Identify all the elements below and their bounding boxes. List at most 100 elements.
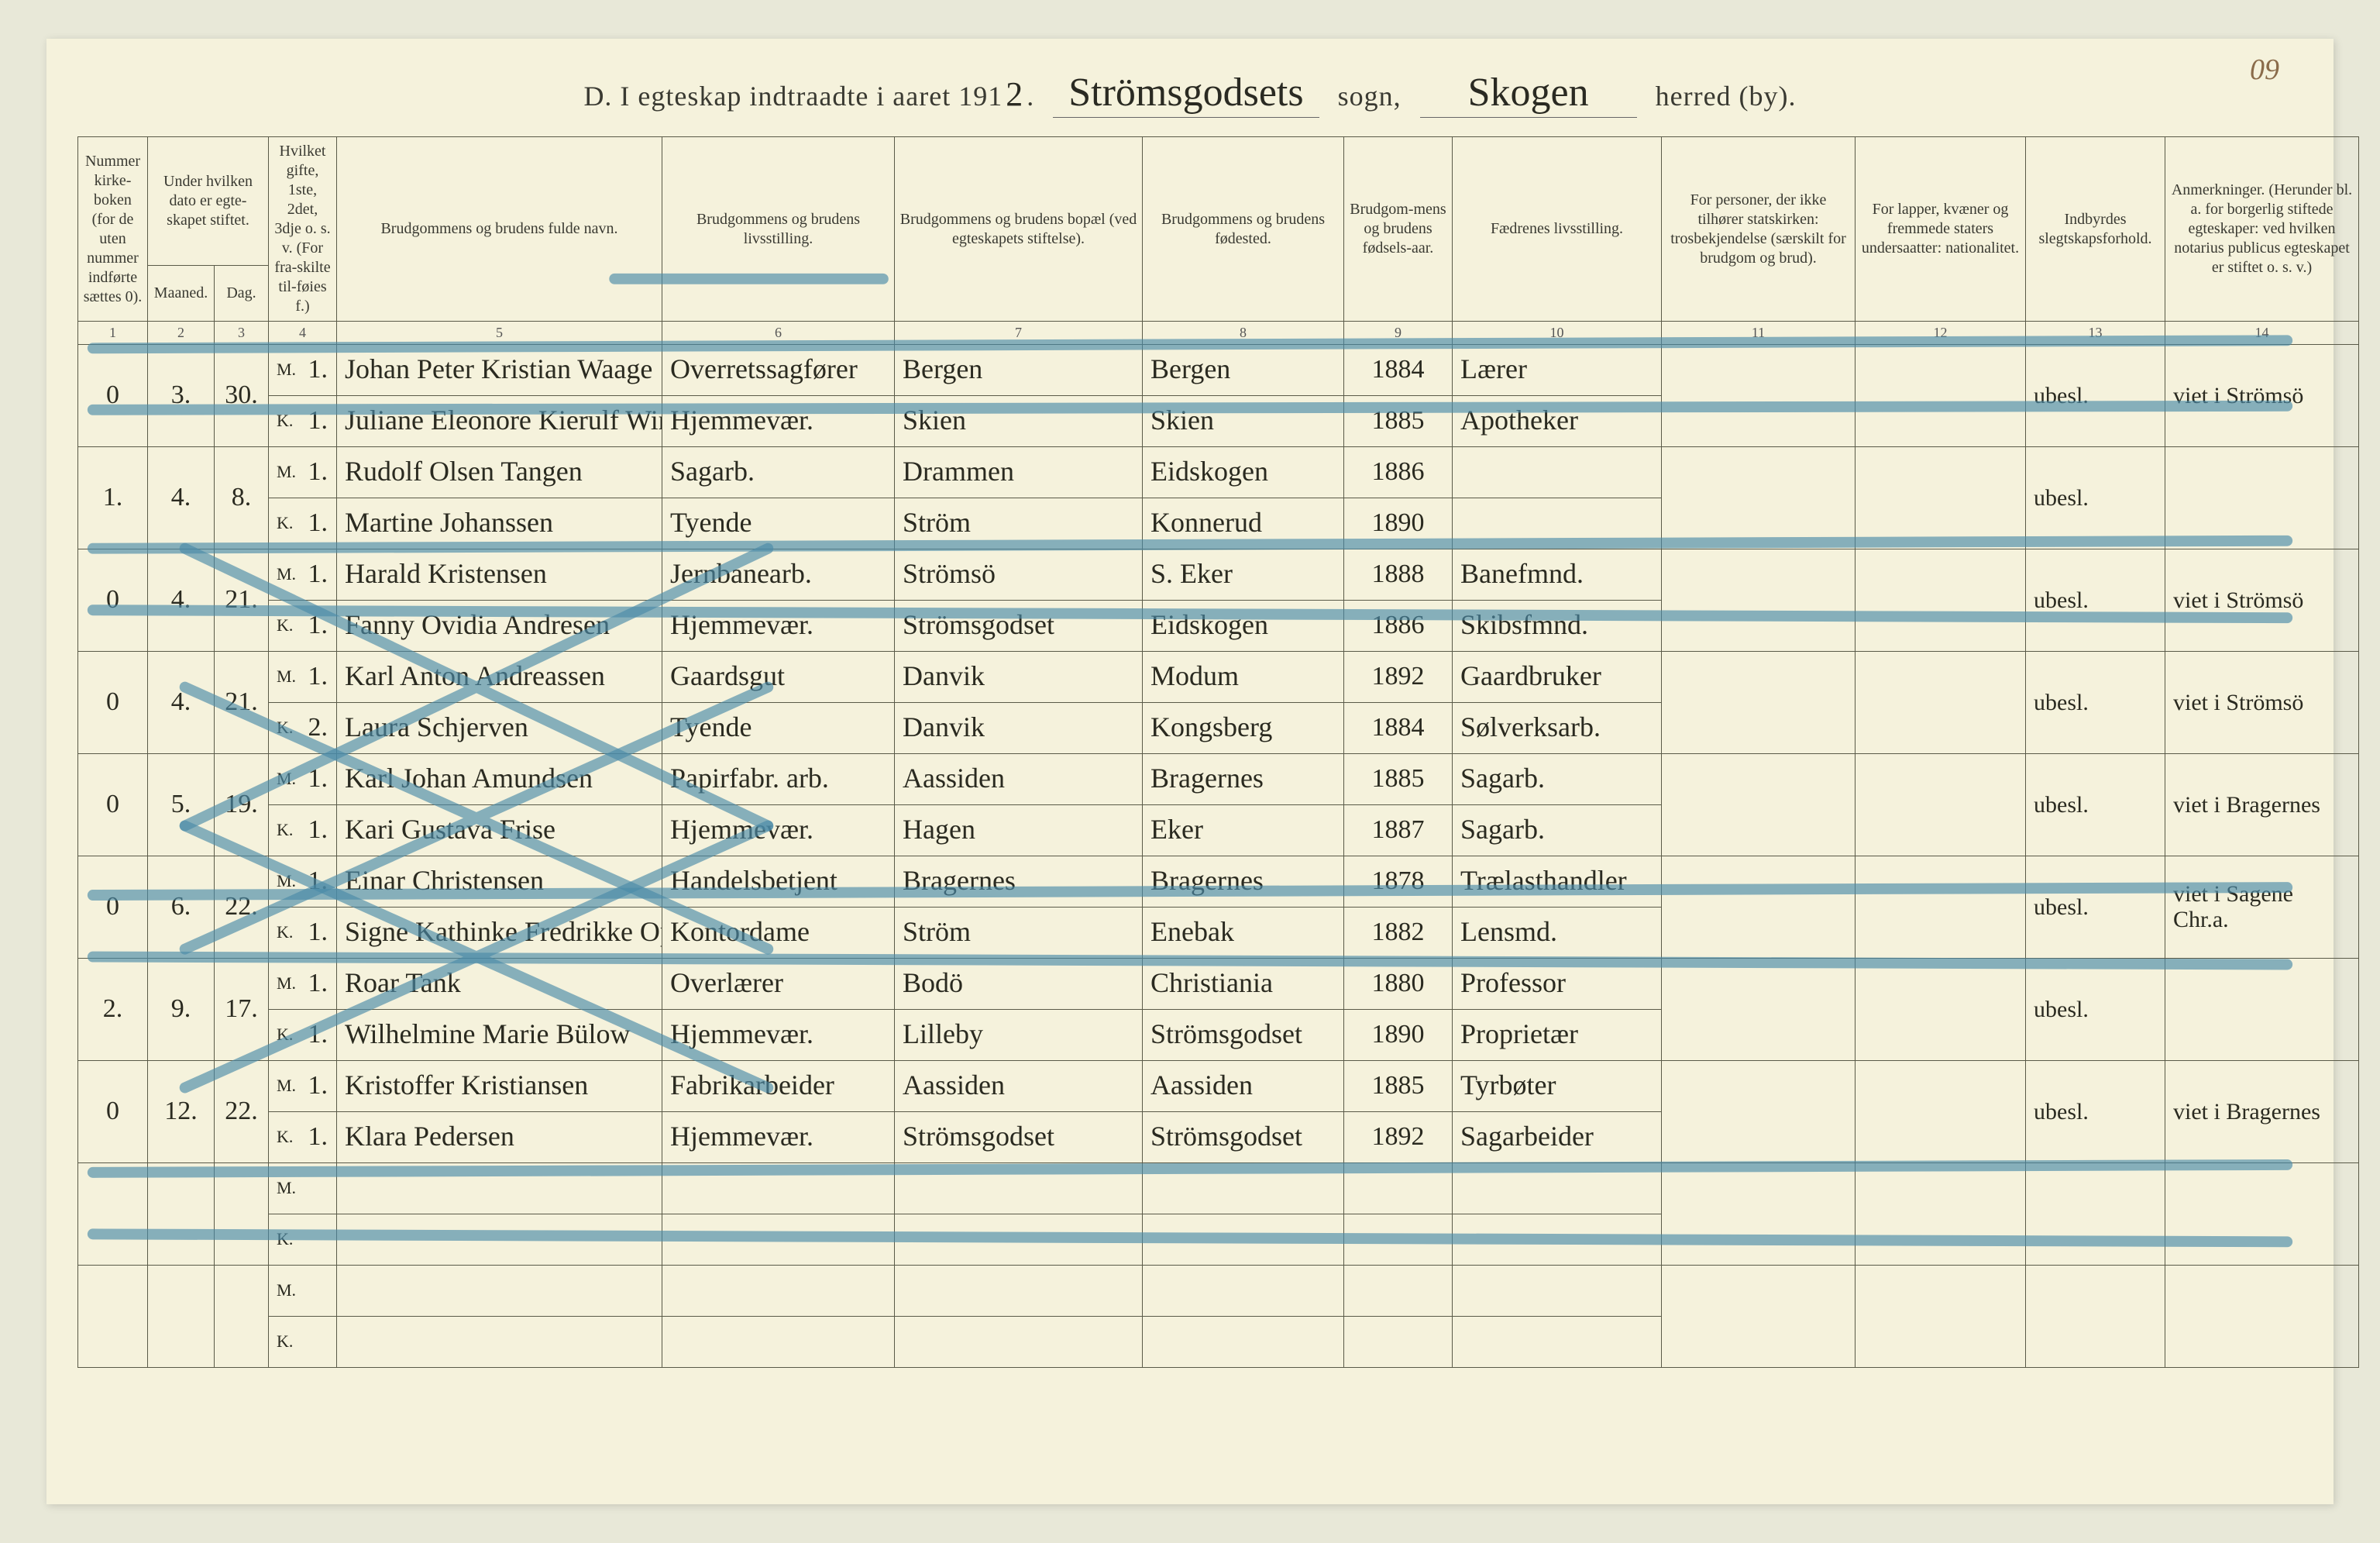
groom-name: Kristoffer Kristiansen xyxy=(337,1060,662,1111)
c12 xyxy=(1856,549,2026,651)
table-row: 04.21.M.1.Harald KristensenJernbanearb.S… xyxy=(78,549,2359,600)
entry-number: 2. xyxy=(78,958,148,1060)
groom-birthyear: 1886 xyxy=(1344,446,1453,498)
marriage-order: 1. xyxy=(300,549,337,600)
kinship: ubesl. xyxy=(2026,446,2165,549)
groom-birthyear: 1885 xyxy=(1344,753,1453,804)
sex-k: K. xyxy=(269,1111,300,1162)
marriage-order: 1. xyxy=(300,804,337,856)
table-row: 05.19.M.1.Karl Johan AmundsenPapirfabr. … xyxy=(78,753,2359,804)
empty-cell xyxy=(662,1162,895,1214)
sogn-label: sogn, xyxy=(1338,80,1402,112)
c11 xyxy=(1662,1060,1856,1162)
bride-birthplace: Skien xyxy=(1143,395,1344,446)
empty-cell xyxy=(895,1316,1143,1367)
bride-father-occ: Skibsfmnd. xyxy=(1453,600,1662,651)
empty-cell xyxy=(1143,1214,1344,1265)
sex-k: K. xyxy=(269,600,300,651)
empty-cell xyxy=(1344,1265,1453,1316)
remarks xyxy=(2165,958,2359,1060)
day: 21. xyxy=(215,651,269,753)
empty-cell xyxy=(1143,1265,1344,1316)
groom-occupation: Papirfabr. arb. xyxy=(662,753,895,804)
groom-name: Einar Christensen xyxy=(337,856,662,907)
remarks: viet i Strömsö xyxy=(2165,344,2359,446)
herred-label: herred (by). xyxy=(1656,80,1797,112)
sex-k: K. xyxy=(269,907,300,958)
groom-name: Karl Johan Amundsen xyxy=(337,753,662,804)
empty-cell xyxy=(337,1265,662,1316)
c11 xyxy=(1662,856,1856,958)
kinship: ubesl. xyxy=(2026,344,2165,446)
bride-occupation: Tyende xyxy=(662,702,895,753)
table-row: 06.22.M.1.Einar ChristensenHandelsbetjen… xyxy=(78,856,2359,907)
entry-number: 0 xyxy=(78,344,148,446)
table-row: 04.21.M.1.Karl Anton AndreassenGaardsgut… xyxy=(78,651,2359,702)
month xyxy=(148,1265,215,1367)
bride-birthyear: 1885 xyxy=(1344,395,1453,446)
herred-value: Skogen xyxy=(1420,70,1637,118)
kinship: ubesl. xyxy=(2026,549,2165,651)
h-c2a: Maaned. xyxy=(148,266,215,322)
sogn-value: Strömsgodsets xyxy=(1053,70,1319,118)
h-c2b: Dag. xyxy=(215,266,269,322)
entry-number xyxy=(78,1162,148,1265)
marriage-order: 1. xyxy=(300,651,337,702)
bride-birthyear: 1884 xyxy=(1344,702,1453,753)
kinship: ubesl. xyxy=(2026,1060,2165,1162)
groom-occupation: Jernbanearb. xyxy=(662,549,895,600)
month: 6. xyxy=(148,856,215,958)
groom-name: Karl Anton Andreassen xyxy=(337,651,662,702)
bride-name: Juliane Eleonore Kierulf Winsnes xyxy=(337,395,662,446)
colnum-1: 1 xyxy=(78,322,148,345)
marriage-order xyxy=(300,1162,337,1214)
marriage-order xyxy=(300,1214,337,1265)
c11 xyxy=(1662,344,1856,446)
c12 xyxy=(1856,344,2026,446)
empty-cell xyxy=(337,1214,662,1265)
groom-birthplace: Christiania xyxy=(1143,958,1344,1009)
bride-occupation: Hjemmevær. xyxy=(662,1009,895,1060)
bride-father-occ: Sagarbeider xyxy=(1453,1111,1662,1162)
empty-cell xyxy=(1662,1162,1856,1265)
c12 xyxy=(1856,958,2026,1060)
bride-birthyear: 1890 xyxy=(1344,498,1453,549)
groom-father-occ: Lærer xyxy=(1453,344,1662,395)
empty-cell xyxy=(1453,1214,1662,1265)
page-number: 09 xyxy=(2250,53,2279,87)
sex-k: K. xyxy=(269,498,300,549)
bride-residence: Strömsgodset xyxy=(895,600,1143,651)
groom-father-occ: Tyrbøter xyxy=(1453,1060,1662,1111)
groom-birthplace: Eidskogen xyxy=(1143,446,1344,498)
groom-father-occ: Professor xyxy=(1453,958,1662,1009)
entry-number: 1. xyxy=(78,446,148,549)
ledger-body: 03.30.M.1.Johan Peter Kristian WaageOver… xyxy=(78,344,2359,1367)
day: 17. xyxy=(215,958,269,1060)
kinship: ubesl. xyxy=(2026,958,2165,1060)
groom-residence: Drammen xyxy=(895,446,1143,498)
entry-number: 0 xyxy=(78,753,148,856)
colnum-10: 10 xyxy=(1453,322,1662,345)
table-row: 1.4.8.M.1.Rudolf Olsen TangenSagarb.Dram… xyxy=(78,446,2359,498)
column-number-row: 1234567891011121314 xyxy=(78,322,2359,345)
groom-birthyear: 1885 xyxy=(1344,1060,1453,1111)
h-c4: Hvilket gifte, 1ste, 2det, 3dje o. s. v.… xyxy=(269,137,337,322)
bride-occupation: Hjemmevær. xyxy=(662,395,895,446)
bride-occupation: Hjemmevær. xyxy=(662,804,895,856)
empty-cell xyxy=(895,1265,1143,1316)
h-c9: Brudgom-mens og brudens fødsels-aar. xyxy=(1344,137,1453,322)
marriage-order: 1. xyxy=(300,498,337,549)
kinship: ubesl. xyxy=(2026,753,2165,856)
day: 21. xyxy=(215,549,269,651)
groom-name: Harald Kristensen xyxy=(337,549,662,600)
bride-birthyear: 1890 xyxy=(1344,1009,1453,1060)
bride-residence: Ström xyxy=(895,907,1143,958)
empty-cell xyxy=(2165,1162,2359,1265)
c11 xyxy=(1662,446,1856,549)
colnum-9: 9 xyxy=(1344,322,1453,345)
empty-cell xyxy=(2026,1162,2165,1265)
day xyxy=(215,1265,269,1367)
empty-cell xyxy=(337,1316,662,1367)
marriage-order: 1. xyxy=(300,600,337,651)
month: 4. xyxy=(148,549,215,651)
